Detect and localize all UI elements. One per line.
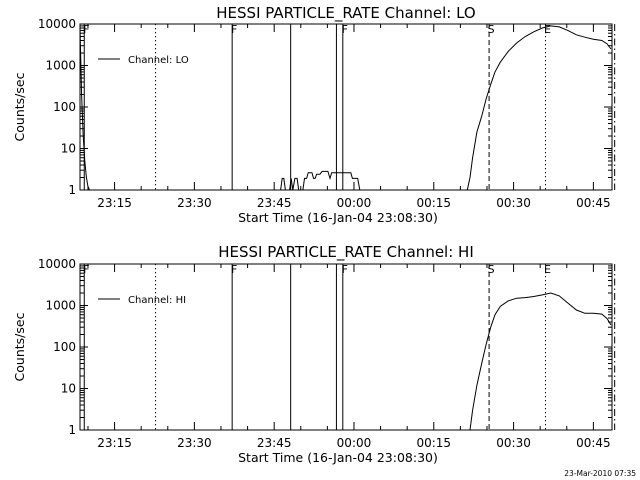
event-marker-label: F (231, 23, 237, 36)
event-marker-label: S (488, 263, 495, 276)
x-tick-label: 00:45 (576, 436, 611, 450)
legend-label: Channel: HI (128, 295, 186, 306)
timestamp: 23-Mar-2010 07:35 (564, 469, 636, 478)
x-tick-label: 00:15 (416, 196, 451, 210)
event-marker-label: E (544, 23, 551, 36)
y-tick-label: 10000 (38, 257, 76, 271)
y-tick-label: 1000 (45, 59, 76, 73)
series-line (469, 292, 612, 431)
series-line (79, 25, 612, 191)
y-tick-label: 1 (68, 423, 76, 437)
x-tick-label: 00:15 (416, 436, 451, 450)
x-tick-label: 23:15 (97, 436, 132, 450)
x-tick-label: 23:30 (177, 436, 212, 450)
panel-hi: HESSI PARTICLE_RATE Channel: HI 1 10 100 100… (12, 243, 616, 465)
y-tick-label: 100 (53, 340, 76, 354)
y-tick-label: 100 (53, 100, 76, 114)
y-tick-label: 1 (68, 183, 76, 197)
event-marker-label: F (83, 263, 89, 276)
x-axis-label: Start Time (16-Jan-04 23:08:30) (238, 210, 438, 225)
y-axis-label: Counts/sec (12, 72, 27, 141)
event-marker-label: F (231, 263, 237, 276)
event-marker-label: F (342, 23, 348, 36)
plot-frame (79, 23, 613, 191)
plot-frame (79, 263, 613, 431)
y-tick-label: 10000 (38, 17, 76, 31)
x-tick-label: 00:45 (576, 196, 611, 210)
chart-title: HESSI PARTICLE_RATE Channel: HI (218, 243, 474, 262)
event-marker-label: E (544, 263, 551, 276)
y-tick-label: 1000 (45, 299, 76, 313)
x-tick-label: 00:00 (337, 196, 372, 210)
y-tick-label: 10 (61, 382, 76, 396)
x-tick-label: 23:30 (177, 196, 212, 210)
event-marker-label: F (83, 23, 89, 36)
x-tick-label: 23:15 (97, 196, 132, 210)
x-tick-label: 23:45 (257, 436, 292, 450)
panel-lo: HESSI PARTICLE_RATE Channel: LO 1 10 100 100… (12, 4, 616, 225)
y-axis-label: Counts/sec (12, 312, 27, 381)
event-marker-label: F (342, 263, 348, 276)
chart-title: HESSI PARTICLE_RATE Channel: LO (216, 4, 475, 23)
x-tick-label: 00:00 (337, 436, 372, 450)
x-tick-label: 00:30 (496, 436, 531, 450)
y-tick-label: 10 (61, 142, 76, 156)
x-tick-label: 00:30 (496, 196, 531, 210)
legend-label: Channel: LO (128, 55, 189, 66)
event-marker-label: S (488, 23, 495, 36)
x-tick-label: 23:45 (257, 196, 292, 210)
x-axis-label: Start Time (16-Jan-04 23:08:30) (238, 450, 438, 465)
